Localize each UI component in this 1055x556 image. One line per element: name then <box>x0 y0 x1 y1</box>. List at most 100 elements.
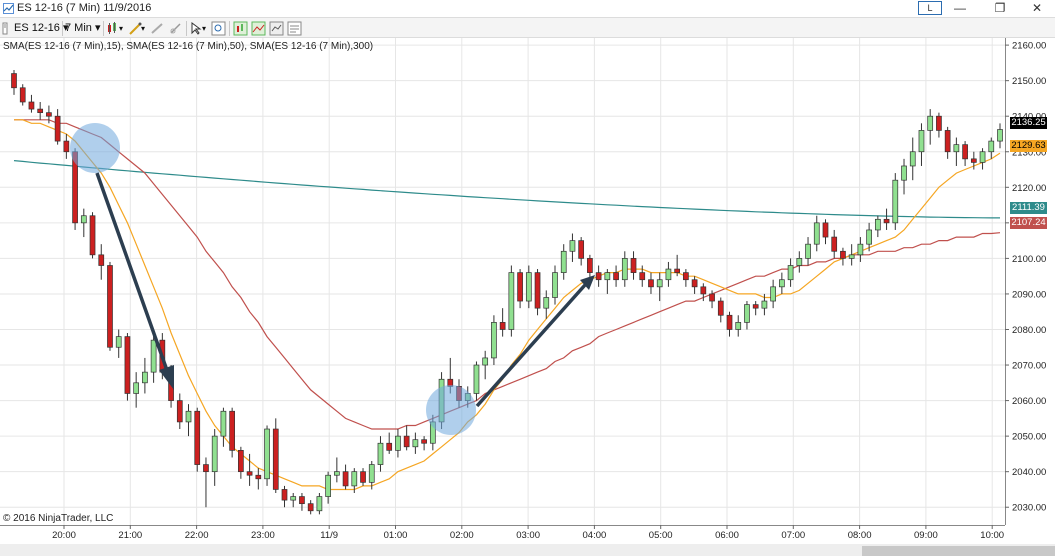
pointer-icon[interactable] <box>189 21 204 36</box>
highlight-circle-2[interactable] <box>426 385 476 435</box>
candle-up <box>377 442 384 465</box>
drawing-tool-icon[interactable] <box>128 21 143 36</box>
y-tick-label: 2150.00 <box>1012 76 1046 87</box>
data-series-icon[interactable] <box>233 21 248 36</box>
candle-down <box>63 140 70 153</box>
candle-down <box>595 272 602 281</box>
chevron-down-icon: ▾ <box>62 22 69 34</box>
candle-up <box>770 286 776 302</box>
y-tick-label: 2100.00 <box>1012 254 1046 265</box>
candle-down <box>299 496 305 505</box>
restore-button[interactable]: ❐ <box>994 1 1006 15</box>
candle-up <box>656 279 663 288</box>
sma15-price-tag: 2129.63 <box>1010 140 1047 152</box>
x-tick-label: 07:00 <box>781 530 805 541</box>
y-tick-label: 2090.00 <box>1012 289 1046 300</box>
candle-up <box>874 218 881 231</box>
y-tick-label: 2030.00 <box>1012 503 1046 514</box>
chevron-down-icon[interactable]: ▾ <box>119 24 124 33</box>
candle-down <box>272 428 279 490</box>
candle-up <box>857 243 864 256</box>
candle-up <box>142 371 148 384</box>
sma50-line <box>14 119 1001 430</box>
candle-up <box>351 471 358 487</box>
zoom-icon[interactable] <box>211 21 226 36</box>
candle-up <box>333 471 340 476</box>
down-arrow-shaft[interactable] <box>95 172 171 377</box>
x-tick-label: 11/9 <box>320 530 338 541</box>
x-tick-label: 23:00 <box>251 530 275 541</box>
candle-down <box>46 112 52 117</box>
candle-up <box>552 272 558 298</box>
chart-panel[interactable]: 2160.002150.002140.002130.002120.002110.… <box>0 38 1055 556</box>
chevron-down-icon: ▾ <box>94 22 101 34</box>
candle-up <box>604 272 611 281</box>
close-button[interactable]: ✕ <box>1031 1 1043 15</box>
candle-down <box>578 240 585 259</box>
candle-up <box>508 272 515 330</box>
highlight-circle-1[interactable] <box>70 123 120 173</box>
candle-up <box>796 258 803 266</box>
candle-up <box>779 279 785 288</box>
candle-down <box>613 272 619 281</box>
minimize-button[interactable]: — <box>954 1 966 15</box>
y-tick-label: 2120.00 <box>1012 183 1046 194</box>
candle-up <box>482 357 489 366</box>
x-tick-label: 21:00 <box>118 530 142 541</box>
indicators-icon[interactable] <box>251 21 266 36</box>
candle-down <box>246 471 253 476</box>
copyright-label: © 2016 NinjaTrader, LLC <box>3 513 114 524</box>
interval-selector[interactable]: 7 Min ▾ <box>65 21 101 36</box>
candle-down <box>238 450 244 473</box>
toolbar-divider <box>103 21 104 36</box>
chart-trader-icon[interactable] <box>2 21 17 36</box>
last-price-tag: 2136.25 <box>1010 117 1047 129</box>
sma300-line <box>13 160 1000 219</box>
up-arrow-shaft[interactable] <box>475 283 587 408</box>
candle-up <box>805 243 811 259</box>
chart-app-icon <box>3 3 14 14</box>
candle-up <box>211 435 218 473</box>
chevron-down-icon[interactable]: ▾ <box>202 24 207 33</box>
link-button[interactable]: L <box>918 1 942 15</box>
candle-down <box>124 336 131 394</box>
candle-up <box>892 179 899 224</box>
instrument-selector[interactable]: ES 12-16 ▾ <box>14 21 68 36</box>
candle-up <box>473 364 480 394</box>
strategies-icon[interactable] <box>269 21 284 36</box>
chevron-down-icon[interactable]: ▾ <box>141 24 146 33</box>
candle-up <box>220 410 227 437</box>
hide-drawings-icon[interactable] <box>150 21 165 36</box>
x-tick-label: 22:00 <box>185 530 209 541</box>
candle-down <box>229 410 235 451</box>
candle-down <box>883 218 890 224</box>
global-draw-icon[interactable] <box>168 21 183 36</box>
toolbar-divider <box>229 21 230 36</box>
instrument-label: ES 12-16 <box>14 22 60 34</box>
x-tick-label: 20:00 <box>52 530 76 541</box>
candle-down <box>970 158 977 163</box>
annotations <box>70 123 595 435</box>
candle-up <box>927 115 934 131</box>
candle-up <box>787 265 794 281</box>
candle-up <box>525 272 532 302</box>
candle-up <box>665 268 672 281</box>
price-chart[interactable]: 2160.002150.002140.002130.002120.002110.… <box>0 38 1055 544</box>
candle-down <box>534 272 541 309</box>
plot-background <box>0 38 1005 525</box>
y-tick-label: 2060.00 <box>1012 396 1046 407</box>
candle-down <box>630 258 637 273</box>
candle-up <box>813 222 820 245</box>
candle-up <box>115 336 122 348</box>
candle-up <box>997 129 1003 142</box>
properties-icon[interactable] <box>287 21 302 36</box>
candle-down <box>89 215 96 256</box>
candle-up <box>988 140 995 153</box>
candle-down <box>107 265 113 348</box>
horizontal-scrollbar[interactable] <box>0 544 1055 556</box>
candle-down <box>98 254 105 266</box>
scrollbar-thumb[interactable] <box>862 546 1055 556</box>
chart-toolbar: ES 12-16 ▾ 7 Min ▾ ▾ ▾ ▾ <box>0 17 1055 38</box>
candle-up <box>395 435 401 451</box>
bar-type-icon[interactable] <box>106 21 121 36</box>
